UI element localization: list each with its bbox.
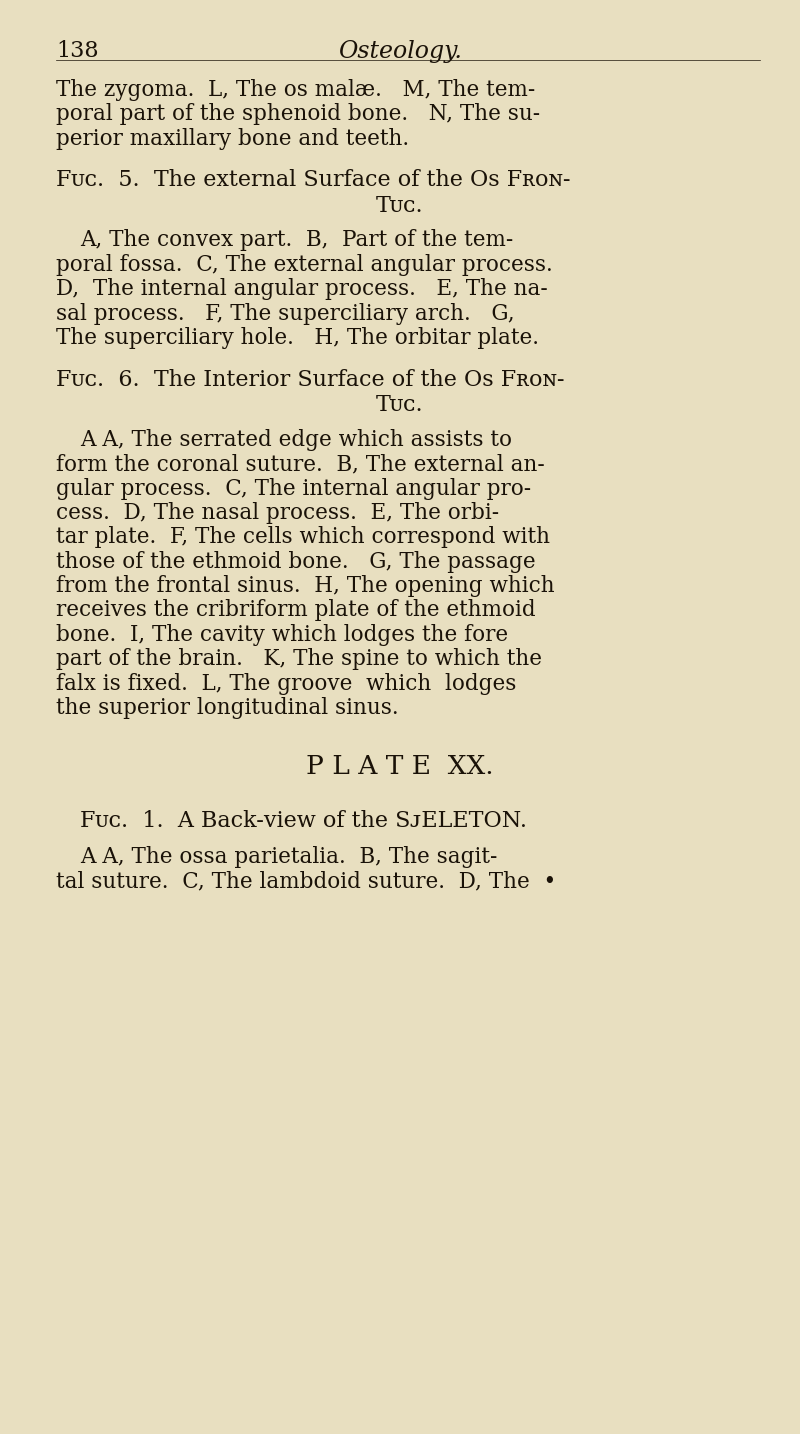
Text: from the frontal sinus.  H, The opening which: from the frontal sinus. H, The opening w… [56,575,554,597]
Text: part of the brain.   K, The spine to which the: part of the brain. K, The spine to which… [56,648,542,670]
Text: those of the ethmoid bone.   G, The passage: those of the ethmoid bone. G, The passag… [56,551,536,572]
Text: tar plate.  F, The cells which correspond with: tar plate. F, The cells which correspond… [56,526,550,548]
Text: falx is fixed.  L, The groove  which  lodges: falx is fixed. L, The groove which lodge… [56,673,516,694]
Text: bone.  I, The cavity which lodges the fore: bone. I, The cavity which lodges the for… [56,624,508,645]
Text: Fᴜᴄ.  6.  The Interior Surface of the Os Fʀᴏɴ-: Fᴜᴄ. 6. The Interior Surface of the Os F… [56,369,565,390]
Text: form the coronal suture.  B, The external an-: form the coronal suture. B, The external… [56,453,545,475]
Text: poral fossa.  C, The external angular process.: poral fossa. C, The external angular pro… [56,254,553,275]
Text: tal suture.  C, The lambdoid suture.  D, The  •: tal suture. C, The lambdoid suture. D, T… [56,870,556,892]
Text: Fᴜᴄ.  1.  A Back-view of the SᴊELETON.: Fᴜᴄ. 1. A Back-view of the SᴊELETON. [80,810,527,832]
Text: The superciliary hole.   H, The orbitar plate.: The superciliary hole. H, The orbitar pl… [56,327,539,348]
Text: the superior longitudinal sinus.: the superior longitudinal sinus. [56,697,398,718]
Text: D,  The internal angular process.   E, The na-: D, The internal angular process. E, The … [56,278,548,300]
Text: The zygoma.  L, The os malæ.   M, The tem-: The zygoma. L, The os malæ. M, The tem- [56,79,535,100]
Text: perior maxillary bone and teeth.: perior maxillary bone and teeth. [56,128,409,149]
Text: A A, The serrated edge which assists to: A A, The serrated edge which assists to [80,429,512,450]
Text: poral part of the sphenoid bone.   N, The su-: poral part of the sphenoid bone. N, The … [56,103,540,125]
Text: sal process.   F, The superciliary arch.   G,: sal process. F, The superciliary arch. G… [56,303,514,324]
Text: cess.  D, The nasal process.  E, The orbi-: cess. D, The nasal process. E, The orbi- [56,502,499,523]
Text: Fᴜᴄ.  5.  The external Surface of the Os Fʀᴏɴ-: Fᴜᴄ. 5. The external Surface of the Os F… [56,169,570,191]
Text: A A, The ossa parietalia.  B, The sagit-: A A, The ossa parietalia. B, The sagit- [80,846,498,868]
Text: P L A T E  XX.: P L A T E XX. [306,754,494,779]
Text: gular process.  C, The internal angular pro-: gular process. C, The internal angular p… [56,478,531,499]
Text: Tᴜᴄ.: Tᴜᴄ. [376,394,424,416]
Text: receives the cribriform plate of the ethmoid: receives the cribriform plate of the eth… [56,599,536,621]
Text: 138: 138 [56,40,98,62]
Text: A, The convex part.  B,  Part of the tem-: A, The convex part. B, Part of the tem- [80,229,514,251]
Text: Osteology.: Osteology. [338,40,462,63]
Text: Tᴜᴄ.: Tᴜᴄ. [376,195,424,217]
